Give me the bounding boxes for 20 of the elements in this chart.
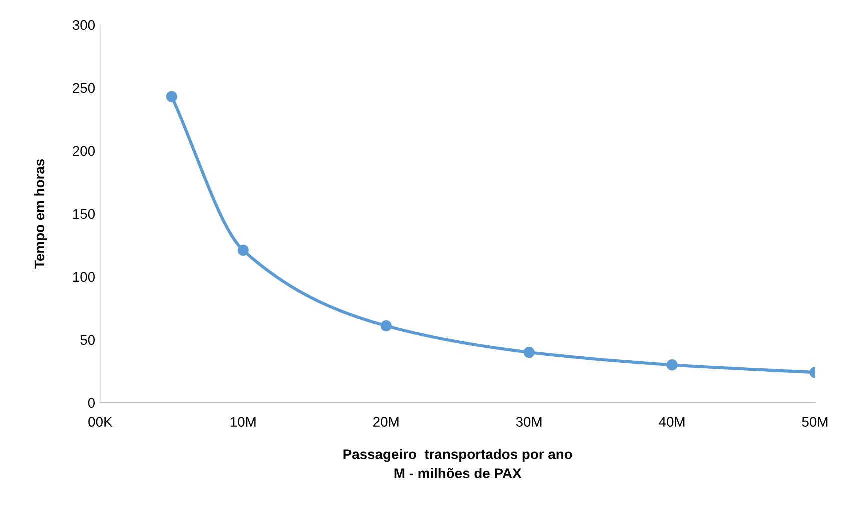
y-tick-label: 200 xyxy=(73,146,96,156)
y-tick-label: 100 xyxy=(73,272,96,282)
point xyxy=(166,91,178,102)
x-tick-label: 30M xyxy=(516,417,542,427)
x-tick-label: 50M xyxy=(802,417,828,427)
x-axis-title: Passageiro transportados por ano M - milhões de PAX xyxy=(344,449,572,478)
point xyxy=(238,244,249,256)
point xyxy=(380,320,392,332)
y-tick-label: 150 xyxy=(73,209,96,220)
x-tick-label: 40M xyxy=(659,417,685,427)
y-tick-label: 0 xyxy=(88,398,96,408)
y-tick-label: 250 xyxy=(73,83,96,94)
point xyxy=(666,360,678,371)
point xyxy=(524,346,535,358)
x-tick-label: 10M xyxy=(230,417,256,427)
y-tick-label: 50 xyxy=(80,335,96,346)
y-tick-label: 300 xyxy=(72,20,96,30)
y-axis-title: Tempo em horas xyxy=(34,159,48,269)
x-tick-label: 20M xyxy=(374,417,399,427)
x-tick-label: 00K xyxy=(88,417,113,427)
